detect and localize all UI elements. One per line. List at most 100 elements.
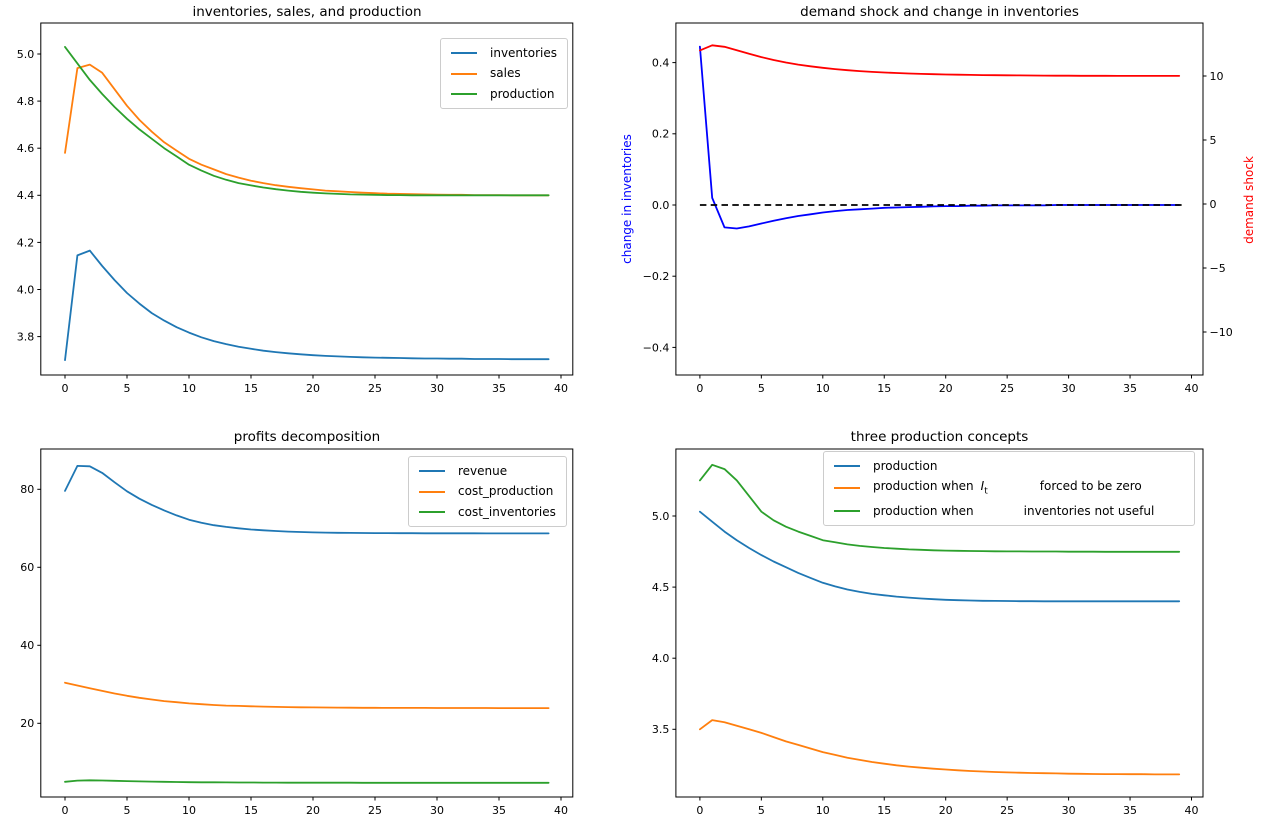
legend-label: inventories bbox=[490, 46, 557, 60]
x-tick-label: 5 bbox=[124, 804, 131, 817]
y-tick-right-label: 5 bbox=[1210, 134, 1217, 147]
axes-profits-decomposition: 0 5 10 15 20 25 30 35 40 20 40 60 80 bbox=[20, 448, 574, 817]
legend-text: production when bbox=[873, 503, 974, 518]
legend-swatch-production bbox=[834, 465, 860, 468]
legend-swatch-cost-inventories bbox=[419, 510, 445, 513]
legend-swatch-production bbox=[451, 92, 477, 95]
legend-item: inventories bbox=[451, 46, 557, 60]
x-tick-label: 15 bbox=[244, 382, 258, 395]
line-production-when-inventories-not-useful bbox=[699, 463, 1181, 553]
y-tick-label: 4.0 bbox=[652, 652, 670, 665]
legend-inventories-sales-production: inventories sales production bbox=[440, 38, 568, 110]
x-tick-label: 10 bbox=[816, 804, 830, 817]
x-tick-label: 35 bbox=[1123, 382, 1137, 395]
x-tick-label: 20 bbox=[306, 804, 320, 817]
axes-frame bbox=[40, 448, 574, 798]
legend-swatch-sales bbox=[451, 72, 477, 75]
legend-item: production bbox=[834, 459, 1184, 473]
x-tick-label: 0 bbox=[696, 382, 703, 395]
y-tick-label: 60 bbox=[20, 561, 34, 574]
x-tick-label: 5 bbox=[124, 382, 131, 395]
y-tick-label: 4.0 bbox=[17, 283, 35, 296]
y-tick-label: 4.6 bbox=[17, 142, 35, 155]
legend-swatch-cost-production bbox=[419, 490, 445, 493]
legend-text: forced to be zero bbox=[1039, 479, 1142, 494]
x-tick-label: 0 bbox=[62, 382, 69, 395]
x-tick-label: 10 bbox=[182, 382, 196, 395]
chart-title-three-production-concepts: three production concepts bbox=[850, 429, 1029, 445]
right-y-axis-label: demand shock bbox=[1242, 156, 1256, 244]
legend-label: production bbox=[490, 86, 555, 101]
legend-swatch-inventories bbox=[451, 52, 477, 55]
axes-demand-shock-change-in-inventories: 0 5 10 15 20 25 30 35 40 −0.4 −0.2 0.0 0.2 0.4 −10 −5 0 5… bbox=[643, 22, 1233, 395]
y-tick-right-label: 0 bbox=[1210, 198, 1217, 211]
legend-text: production when bbox=[873, 479, 974, 494]
y-tick-label: 4.4 bbox=[17, 189, 35, 202]
x-tick-label: 25 bbox=[368, 382, 382, 395]
legend-label: production bbox=[873, 459, 937, 473]
line-change-in-inventories bbox=[699, 45, 1181, 230]
line-production bbox=[699, 510, 1181, 603]
math-base: I bbox=[980, 479, 985, 494]
x-tick-label: 40 bbox=[1185, 804, 1199, 817]
y-tick-label: 3.8 bbox=[17, 331, 35, 344]
legend-three-production-concepts: production production when It forced to be… bbox=[823, 451, 1195, 526]
axes-inventories-sales-production: 0 5 10 15 20 25 30 35 40 3.8 4.0 4.2 4.4 4.6 4.8 5.0 bbox=[17, 22, 574, 395]
line-cost-inventories bbox=[64, 779, 550, 784]
line-cost-production bbox=[64, 681, 550, 709]
y-tick-label: 4.2 bbox=[17, 236, 35, 249]
x-tick-label: 35 bbox=[492, 804, 506, 817]
x-tick-label: 15 bbox=[877, 382, 891, 395]
y-tick-label: −0.4 bbox=[643, 341, 670, 354]
legend-item: cost_production bbox=[419, 484, 556, 498]
axes-frame bbox=[40, 22, 574, 376]
x-tick-label: 20 bbox=[939, 382, 953, 395]
y-tick-label: 4.5 bbox=[652, 581, 670, 594]
y-tick-label: 3.5 bbox=[652, 723, 670, 736]
line-production bbox=[64, 46, 550, 197]
legend-text: inventories not useful bbox=[1023, 503, 1155, 518]
chart-title-demand-shock: demand shock and change in inventories bbox=[800, 4, 1079, 20]
x-tick-label: 10 bbox=[816, 382, 830, 395]
y-tick-right-label: 10 bbox=[1210, 70, 1224, 83]
x-tick-label: 15 bbox=[244, 804, 258, 817]
x-tick-label: 25 bbox=[1000, 382, 1014, 395]
x-tick-label: 15 bbox=[877, 804, 891, 817]
x-tick-label: 20 bbox=[306, 382, 320, 395]
y-tick-label: 40 bbox=[20, 639, 34, 652]
legend-item: production bbox=[451, 87, 557, 101]
x-tick-label: 10 bbox=[182, 804, 196, 817]
axes-frame bbox=[675, 22, 1204, 376]
x-tick-label: 0 bbox=[62, 804, 69, 817]
y-tick-label: −0.2 bbox=[643, 270, 670, 283]
y-tick-label: 0.2 bbox=[652, 128, 670, 141]
legend-label: production when inventories not useful bbox=[873, 504, 1154, 518]
axes-frame bbox=[675, 448, 1204, 798]
legend-profits-decomposition: revenue cost_production cost_inventories bbox=[408, 456, 567, 528]
x-tick-label: 30 bbox=[1062, 804, 1076, 817]
x-tick-label: 35 bbox=[1123, 804, 1137, 817]
legend-label: sales bbox=[490, 66, 521, 81]
x-tick-label: 30 bbox=[430, 804, 444, 817]
y-tick-label: 0.0 bbox=[652, 199, 670, 212]
legend-label: production when It forced to be zero bbox=[873, 479, 1142, 497]
y-tick-label: 20 bbox=[20, 717, 34, 730]
legend-item: revenue bbox=[419, 464, 556, 478]
x-tick-label: 40 bbox=[554, 382, 568, 395]
x-tick-label: 0 bbox=[696, 804, 703, 817]
x-tick-label: 5 bbox=[758, 382, 765, 395]
legend-swatch-production-no-inventories bbox=[834, 509, 860, 512]
x-tick-label: 30 bbox=[1062, 382, 1076, 395]
x-tick-label: 5 bbox=[758, 804, 765, 817]
axes-three-production-concepts: 0 5 10 15 20 25 30 35 40 3.5 4.0 4.5 5.0 bbox=[652, 448, 1204, 817]
legend-label: cost_production bbox=[458, 484, 554, 499]
x-tick-label: 40 bbox=[554, 804, 568, 817]
y-tick-right-label: −5 bbox=[1210, 262, 1226, 275]
y-tick-label: 5.0 bbox=[17, 48, 35, 61]
x-tick-label: 20 bbox=[939, 804, 953, 817]
line-production-when-i-t-forced-to-be-zero bbox=[699, 719, 1181, 776]
x-tick-label: 25 bbox=[368, 804, 382, 817]
legend-label: revenue bbox=[458, 464, 508, 478]
